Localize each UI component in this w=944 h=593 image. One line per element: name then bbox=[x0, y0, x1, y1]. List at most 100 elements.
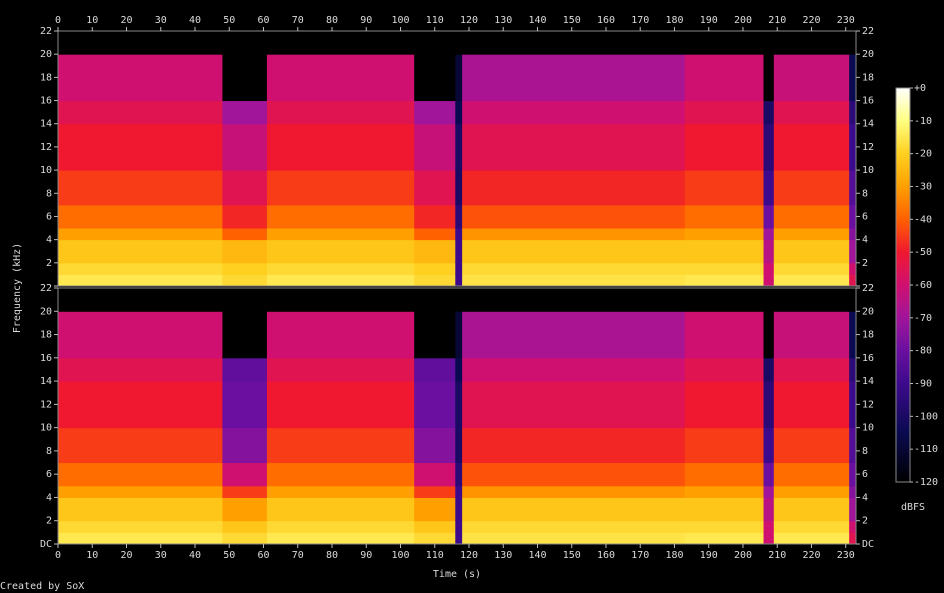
spectrum-cell bbox=[849, 262, 857, 275]
y-tick-label-right: 8 bbox=[862, 446, 868, 457]
spectrum-cell bbox=[414, 485, 456, 498]
x-tick-label: 60 bbox=[257, 550, 269, 561]
y-tick-label: 4 bbox=[46, 492, 52, 503]
y-tick-label: 20 bbox=[40, 306, 52, 317]
spectrum-cell bbox=[222, 123, 268, 171]
colorbar-tick-label: -40 bbox=[914, 214, 932, 225]
colorbar-tick-label: -110 bbox=[914, 444, 938, 455]
spectrum-cell bbox=[414, 228, 456, 241]
spectrum-cell bbox=[684, 204, 765, 229]
spectrum-cell bbox=[58, 462, 223, 487]
spectrum-cell bbox=[763, 462, 775, 487]
spectrum-cell bbox=[266, 31, 415, 55]
spectrum-cell bbox=[773, 262, 850, 275]
spectrum-cell bbox=[849, 228, 857, 241]
spectrum-cell bbox=[849, 123, 857, 171]
spectrum-cell bbox=[266, 228, 415, 241]
spectrum-cell bbox=[763, 228, 775, 241]
spectrum-cell bbox=[462, 485, 686, 498]
spectrum-cell bbox=[684, 520, 765, 533]
y-tick-label: 16 bbox=[40, 96, 52, 107]
spectrum-cell bbox=[773, 381, 850, 429]
spectrum-cell bbox=[763, 520, 775, 533]
spectrum-cell bbox=[455, 288, 463, 312]
x-tick-label: 40 bbox=[189, 550, 201, 561]
spectrum-cell bbox=[462, 427, 686, 464]
spectrum-cell bbox=[684, 381, 765, 429]
spectrum-cell bbox=[773, 239, 850, 264]
x-tick-label: 170 bbox=[631, 550, 649, 561]
spectrum-cell bbox=[684, 228, 765, 241]
panel-frame bbox=[57, 30, 857, 287]
spectrum-cell bbox=[773, 311, 850, 359]
spectrum-cell bbox=[684, 100, 765, 125]
colorbar-label: dBFS bbox=[901, 502, 925, 513]
spectrum-cell bbox=[414, 381, 456, 429]
y-tick-label-right: 2 bbox=[862, 516, 868, 527]
spectrum-cell bbox=[455, 100, 463, 125]
y-tick-label-right: 18 bbox=[862, 330, 874, 341]
spectrum-cell bbox=[222, 485, 268, 498]
spectrum-cell bbox=[849, 54, 857, 102]
spectrum-cell bbox=[414, 497, 456, 522]
x-tick-label-top: 70 bbox=[292, 15, 304, 26]
y-tick-label-right: 18 bbox=[862, 72, 874, 83]
x-tick-label: 20 bbox=[120, 550, 132, 561]
spectrum-cell bbox=[266, 100, 415, 125]
x-tick-label: 200 bbox=[734, 550, 752, 561]
x-tick-label: 30 bbox=[155, 550, 167, 561]
spectrum-cell bbox=[455, 357, 463, 382]
spectrum-cell bbox=[763, 170, 775, 206]
spectrum-cell bbox=[684, 31, 765, 55]
y-tick-label-right: 10 bbox=[862, 165, 874, 176]
spectrum-cell bbox=[414, 274, 456, 287]
colorbar-tick-label: -20 bbox=[914, 149, 932, 160]
spectrum-cell bbox=[455, 204, 463, 229]
spectrum-cell bbox=[849, 239, 857, 264]
spectrum-cell bbox=[462, 54, 686, 102]
x-tick-label-top: 10 bbox=[86, 15, 98, 26]
y-tick-label: 6 bbox=[46, 211, 52, 222]
x-tick-label-top: 170 bbox=[631, 15, 649, 26]
x-tick-label-top: 90 bbox=[360, 15, 372, 26]
x-tick-label: 210 bbox=[768, 550, 786, 561]
spectrum-cell bbox=[414, 520, 456, 533]
y-tick-label-right: 22 bbox=[862, 283, 874, 294]
x-tick-label: 130 bbox=[494, 550, 512, 561]
spectrum-cell bbox=[222, 239, 268, 264]
spectrum-cell bbox=[763, 311, 775, 359]
spectrum-cell bbox=[773, 54, 850, 102]
spectrum-cell bbox=[222, 427, 268, 464]
y-tick-label: 18 bbox=[40, 330, 52, 341]
spectrum-cell bbox=[849, 311, 857, 359]
spectrum-cell bbox=[58, 288, 223, 312]
spectrum-cell bbox=[684, 274, 765, 287]
x-tick-label: 80 bbox=[326, 550, 338, 561]
spectrum-cell bbox=[266, 123, 415, 171]
spectrum-cell bbox=[773, 357, 850, 382]
x-tick-label: 90 bbox=[360, 550, 372, 561]
y-tick-label-right: 8 bbox=[862, 188, 868, 199]
spectrum-cell bbox=[455, 228, 463, 241]
spectrum-cell bbox=[455, 274, 463, 287]
spectrum-cell bbox=[414, 54, 456, 102]
spectrum-cell bbox=[763, 427, 775, 464]
colorbar-tick-label: -100 bbox=[914, 411, 938, 422]
spectrum-cell bbox=[58, 123, 223, 171]
spectrum-cell bbox=[462, 381, 686, 429]
y-tick-label: 2 bbox=[46, 258, 52, 269]
x-tick-label-top: 140 bbox=[528, 15, 546, 26]
spectrum-cell bbox=[266, 427, 415, 464]
spectrum-cell bbox=[58, 262, 223, 275]
spectrum-cell bbox=[266, 520, 415, 533]
spectrum-cell bbox=[773, 485, 850, 498]
spectrum-cell bbox=[684, 532, 765, 545]
spectrum-cell bbox=[222, 274, 268, 287]
spectrum-cell bbox=[414, 427, 456, 464]
y-tick-label: 16 bbox=[40, 353, 52, 364]
spectrum-cell bbox=[414, 239, 456, 264]
spectrum-cell bbox=[849, 462, 857, 487]
x-tick-label: 10 bbox=[86, 550, 98, 561]
colorbar bbox=[895, 87, 911, 483]
spectrum-cell bbox=[222, 228, 268, 241]
